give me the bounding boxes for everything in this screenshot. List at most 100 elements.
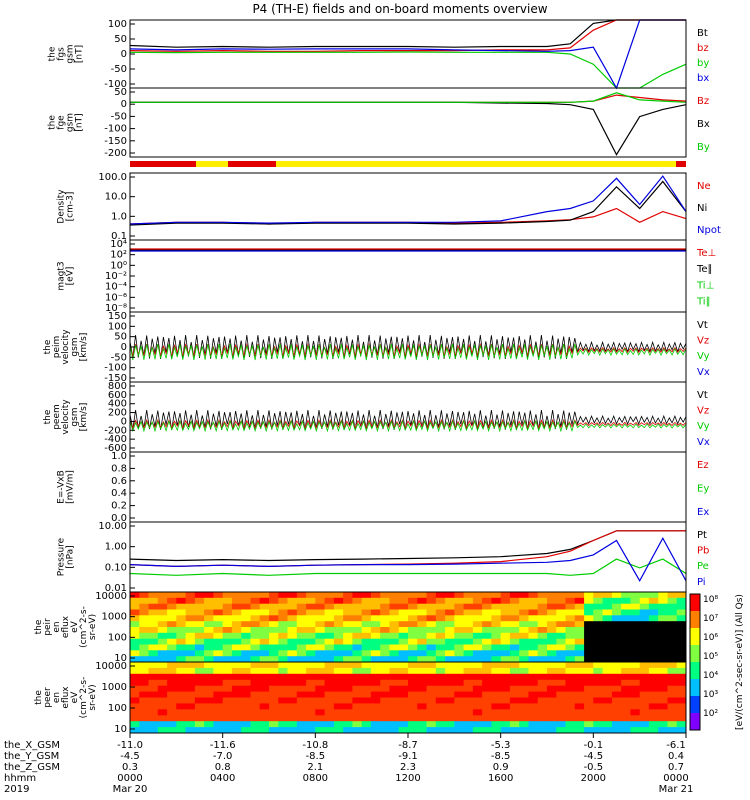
spectrogram-cell bbox=[574, 715, 585, 722]
spectrogram-cell bbox=[185, 621, 196, 628]
spectrogram-cell bbox=[472, 685, 483, 693]
spectrogram-cell bbox=[463, 621, 474, 628]
spectrogram-cell bbox=[584, 727, 594, 734]
spectrogram-cell bbox=[426, 703, 437, 710]
spectrogram-cell bbox=[148, 644, 159, 651]
spectrogram-cell bbox=[213, 609, 224, 616]
spectrogram-cell bbox=[509, 721, 520, 728]
spectrogram-cell bbox=[380, 650, 390, 657]
spectrogram-cell bbox=[454, 691, 465, 698]
spectrogram-cell bbox=[139, 667, 150, 675]
spectrogram-cell bbox=[315, 638, 326, 645]
spectrogram-cell bbox=[370, 697, 381, 704]
spectrogram-cell bbox=[185, 632, 196, 640]
spectrogram-cell bbox=[259, 627, 270, 634]
spectrogram-cell bbox=[259, 615, 270, 622]
spectrogram-cell bbox=[630, 727, 641, 734]
spectrogram-cell bbox=[269, 627, 279, 634]
spectrogram-cell bbox=[584, 615, 594, 622]
spectrogram-cell bbox=[639, 650, 650, 657]
spectrogram-cell bbox=[380, 609, 390, 616]
spectrogram-cell bbox=[213, 615, 224, 622]
spectrogram-cell bbox=[574, 673, 585, 681]
spectrogram-cell bbox=[185, 644, 196, 651]
x-tick-label: -6.1 bbox=[666, 740, 686, 751]
spectrogram-cell bbox=[408, 715, 418, 722]
spectrogram-cell bbox=[306, 709, 316, 716]
spectrogram-cell bbox=[547, 656, 557, 663]
spectrogram-cell bbox=[463, 703, 474, 710]
spectrogram-cell bbox=[611, 638, 622, 645]
spectrogram-cell bbox=[130, 721, 140, 728]
spectrogram-cell bbox=[639, 644, 650, 651]
spectrogram-cell bbox=[130, 715, 140, 722]
spectrogram-cell bbox=[519, 638, 529, 645]
spectrogram-cell bbox=[343, 709, 353, 716]
y-tick-label: 100 bbox=[108, 19, 127, 30]
spectrogram-cell bbox=[463, 667, 474, 675]
spectrogram-cell bbox=[602, 597, 613, 605]
spectrogram-cell bbox=[435, 679, 446, 687]
spectrogram-cell bbox=[287, 603, 298, 610]
spectrogram-cell bbox=[565, 627, 576, 634]
spectrogram-cell bbox=[417, 691, 428, 698]
spectrogram-cell bbox=[528, 662, 539, 669]
spectrogram-cell bbox=[509, 638, 520, 645]
spectrogram-cell bbox=[139, 709, 150, 716]
spectrogram-cell bbox=[528, 603, 539, 610]
spectrogram-cell bbox=[509, 603, 520, 610]
spectrogram-cell bbox=[426, 727, 437, 734]
spectrogram-cell bbox=[352, 597, 363, 605]
spectrogram-cell bbox=[491, 656, 502, 663]
spectrogram-cell bbox=[259, 597, 270, 605]
spectrogram-cell bbox=[333, 615, 344, 622]
spectrogram-cell bbox=[222, 715, 233, 722]
spectrogram-cell bbox=[231, 727, 242, 734]
spectrogram-cell bbox=[287, 673, 298, 681]
legend-entry: Ey bbox=[697, 483, 709, 494]
spectrogram-cell bbox=[296, 679, 307, 687]
spectrogram-cell bbox=[417, 615, 428, 622]
spectrogram-cell bbox=[167, 627, 177, 634]
spectrogram-cell bbox=[482, 638, 492, 645]
spectrogram-cell bbox=[658, 685, 668, 693]
spectrogram-cell bbox=[231, 709, 242, 716]
spectrogram-cell bbox=[463, 721, 474, 728]
status-bar-red-segment bbox=[676, 161, 686, 167]
spectrogram-cell bbox=[676, 592, 687, 599]
spectrogram-cell bbox=[194, 644, 205, 651]
spectrogram-cell bbox=[148, 685, 159, 693]
spectrogram-cell bbox=[324, 667, 335, 675]
spectrogram-cell bbox=[287, 691, 298, 698]
spectrogram-cell bbox=[528, 727, 539, 734]
x-tick-label: -8.5 bbox=[491, 751, 511, 762]
spectrogram-cell bbox=[380, 721, 390, 728]
spectrogram-cell bbox=[547, 627, 557, 634]
spectrogram-cell bbox=[537, 703, 548, 710]
spectrogram-cell bbox=[528, 656, 539, 663]
spectrogram-cell bbox=[426, 679, 437, 687]
spectrogram-cell bbox=[241, 662, 251, 669]
spectrogram-cell bbox=[630, 627, 641, 634]
colorbar-band bbox=[690, 611, 700, 628]
spectrogram-cell bbox=[287, 638, 298, 645]
spectrogram-cell bbox=[139, 650, 150, 657]
spectrogram-cell bbox=[194, 662, 205, 669]
spectrogram-cell bbox=[139, 592, 150, 599]
spectrogram-cell bbox=[167, 662, 177, 669]
spectrogram-cell bbox=[250, 697, 261, 704]
spectrogram-cell bbox=[584, 632, 594, 640]
spectrogram-cell bbox=[343, 679, 353, 687]
spectrogram-cell bbox=[213, 627, 224, 634]
spectrogram-cell bbox=[306, 715, 316, 722]
spectrogram-cell bbox=[584, 592, 594, 599]
spectrogram-cell bbox=[408, 697, 418, 704]
spectrogram-cell bbox=[445, 667, 455, 675]
spectrogram-cell bbox=[408, 685, 418, 693]
spectrogram-cell bbox=[509, 650, 520, 657]
spectrogram-cell bbox=[509, 727, 520, 734]
spectrogram-cell bbox=[584, 621, 594, 628]
legend-entry: Pe bbox=[697, 561, 709, 572]
spectrogram-cell bbox=[667, 656, 678, 663]
spectrogram-cell bbox=[593, 609, 604, 616]
